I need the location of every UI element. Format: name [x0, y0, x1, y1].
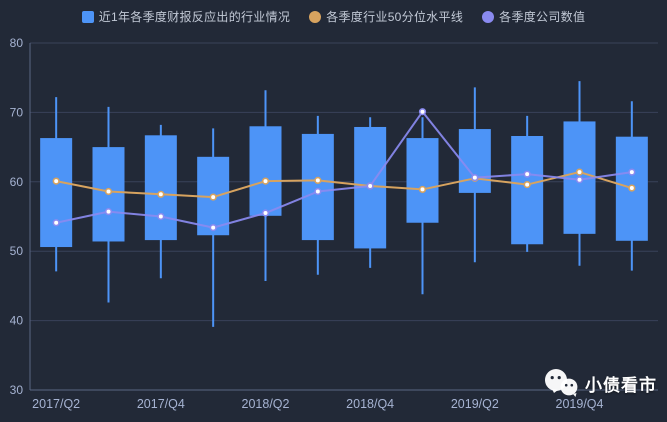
y-axis-tick-label: 40 [10, 314, 24, 328]
candlestick-box [511, 135, 544, 245]
candlestick-box [458, 129, 491, 193]
candlestick-box [406, 138, 439, 223]
legend-item-label: 各季度公司数值 [499, 10, 586, 24]
percentile-point [628, 184, 636, 192]
company-point [523, 170, 531, 178]
x-axis-category-label: 2017/Q2 [32, 397, 80, 411]
legend-item-industry-boxes[interactable]: 近1年各季度财报反应出的行业情况 [81, 8, 291, 25]
percentile-point [104, 187, 113, 196]
y-axis-tick-label: 80 [10, 36, 24, 50]
legend-item-label: 各季度行业50分位水平线 [326, 10, 464, 24]
candlestick-box [40, 138, 73, 248]
percentile-point [314, 176, 322, 185]
candlestick-box [301, 133, 334, 241]
watermark: 小债看市 [543, 368, 657, 398]
candlestick-box [144, 135, 177, 241]
wechat-icon [545, 369, 578, 397]
company-point [157, 212, 165, 221]
percentile-point [157, 190, 165, 198]
x-axis-category-label: 2019/Q2 [451, 397, 499, 411]
legend-item-company-values[interactable]: 各季度公司数值 [482, 8, 585, 25]
y-axis-tick-label: 70 [10, 105, 24, 119]
company-point [314, 187, 322, 196]
percentile-point [523, 180, 531, 189]
y-axis-tick-label: 60 [10, 175, 24, 189]
percentile-point [52, 177, 60, 185]
percentile-line [55, 171, 633, 199]
company-point [209, 224, 217, 232]
legend-item-percentile-line[interactable]: 各季度行业50分位水平线 [309, 8, 463, 25]
x-axis-category-label: 2018/Q4 [346, 397, 394, 411]
blue-square-marker-icon [81, 10, 94, 23]
percentile-point [575, 168, 584, 176]
orange-circle-marker-icon [309, 10, 322, 23]
watermark-text: 小债看市 [585, 375, 657, 395]
percentile-point [209, 193, 217, 201]
legend-item-label: 近1年各季度财报反应出的行业情况 [98, 10, 291, 24]
chart-legend: 近1年各季度财报反应出的行业情况 各季度行业50分位水平线 各季度公司数值 [0, 8, 667, 25]
x-axis-category-label: 2018/Q2 [242, 397, 290, 411]
purple-circle-marker-icon [482, 10, 495, 23]
company-point [366, 182, 374, 190]
candlestick-box [249, 126, 282, 216]
y-axis-tick-label: 50 [10, 244, 24, 258]
x-axis-category-label: 2019/Q4 [556, 397, 604, 411]
company-point [575, 176, 584, 184]
company-point [628, 168, 636, 176]
percentile-point [418, 185, 427, 194]
company-point [104, 208, 113, 216]
y-axis-tick-label: 30 [10, 383, 24, 397]
company-point [418, 108, 427, 116]
company-line [55, 110, 632, 229]
company-point [261, 209, 270, 217]
percentile-point [261, 177, 270, 185]
company-point [471, 174, 479, 182]
x-axis-category-label: 2017/Q4 [137, 397, 185, 411]
company-point [52, 219, 60, 227]
